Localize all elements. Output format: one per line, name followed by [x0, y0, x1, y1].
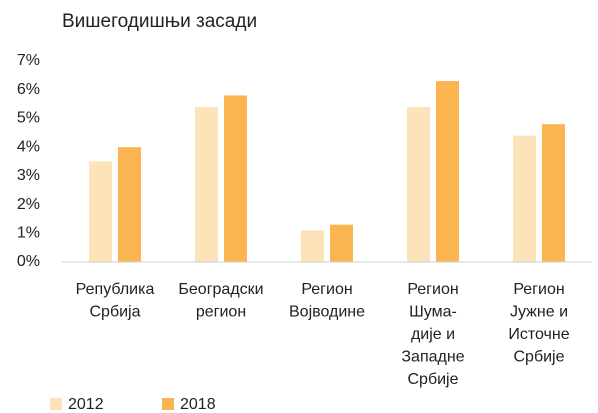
x-tick-label-line: Регион: [301, 281, 352, 298]
legend-label: 2018: [180, 396, 216, 413]
legend-label: 2012: [68, 396, 104, 413]
y-tick-label: 1%: [17, 225, 40, 242]
y-tick-label: 5%: [17, 110, 40, 127]
x-tick-label: Регион Јужне и Источне Србије: [508, 281, 569, 366]
bar: [330, 224, 353, 262]
bar: [195, 106, 218, 262]
y-tick-label: 4%: [17, 138, 40, 155]
x-tick-label-line: регион: [196, 304, 246, 321]
bar: [118, 147, 141, 262]
x-tick-label-line: Република: [76, 281, 155, 298]
x-tick-label: Београдски регион: [178, 281, 263, 321]
bar: [89, 161, 112, 262]
y-tick-label: 0%: [17, 253, 40, 270]
y-tick-label: 7%: [17, 52, 40, 69]
y-tick-label: 2%: [17, 196, 40, 213]
bar: [301, 230, 324, 262]
x-tick-label-line: Западне: [401, 349, 464, 366]
x-tick-label-line: Источне: [508, 326, 569, 343]
x-tick-label: Република Србија: [76, 281, 155, 321]
x-tick-label: Регион Војводине: [289, 281, 365, 321]
x-tick-label: Регион Шума-дије и Западне Србије: [401, 281, 464, 388]
bar: [407, 106, 430, 262]
x-tick-label-line: Србије: [513, 349, 564, 366]
chart-title: Вишегодишњи засади: [62, 11, 257, 32]
y-tick-label: 6%: [17, 81, 40, 98]
x-tick-label-line: Београдски: [178, 281, 263, 298]
bar: [436, 81, 459, 262]
legend-swatch: [162, 398, 174, 410]
x-tick-label-line: дије и: [411, 326, 455, 343]
x-tick-label-line: Србија: [89, 304, 140, 321]
bar: [542, 124, 565, 263]
legend-swatch: [50, 398, 62, 410]
x-tick-label-line: Шума-: [409, 304, 457, 321]
x-tick-label-line: Србије: [407, 371, 458, 388]
bar: [224, 95, 247, 262]
x-tick-label-line: Јужне и: [510, 304, 568, 321]
x-tick-label-line: Регион: [407, 281, 458, 298]
y-tick-label: 3%: [17, 167, 40, 184]
x-tick-label-line: Војводине: [289, 304, 365, 321]
x-tick-label-line: Регион: [513, 281, 564, 298]
bar: [513, 135, 536, 262]
